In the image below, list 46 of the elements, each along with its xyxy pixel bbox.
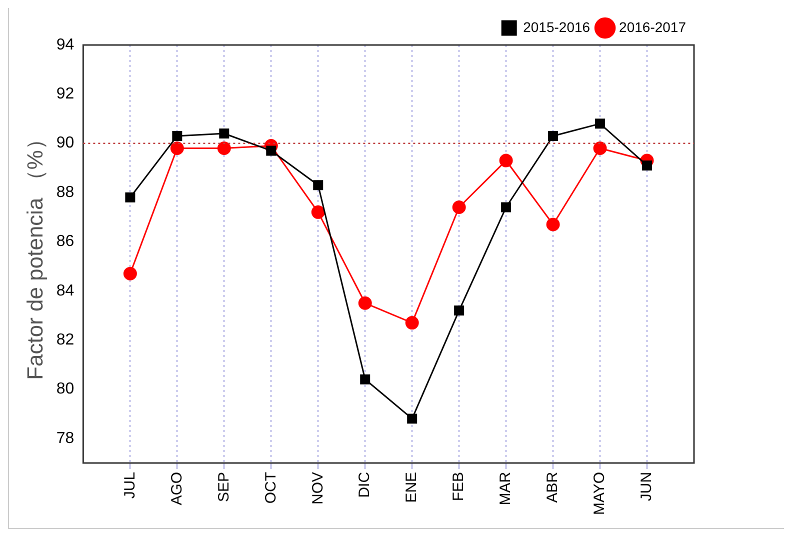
x-tick-label: FEB <box>450 472 468 502</box>
point <box>217 142 231 156</box>
x-tick-label: ABR <box>544 472 562 503</box>
legend-label: 2015-2016 <box>523 18 590 35</box>
y-tick-label: 94 <box>56 36 74 54</box>
point <box>546 218 560 232</box>
y-tick-label: 78 <box>56 430 74 447</box>
x-tick-label: MAR <box>497 472 514 506</box>
point <box>313 180 324 190</box>
point <box>170 142 184 156</box>
x-tick-label: ENE <box>403 472 420 503</box>
point <box>360 374 370 384</box>
point <box>123 266 137 280</box>
point <box>548 130 558 141</box>
point <box>595 118 606 129</box>
point <box>125 192 136 202</box>
point <box>405 316 419 330</box>
point <box>642 160 652 170</box>
point <box>407 414 418 424</box>
y-tick-label: 92 <box>56 86 74 103</box>
y-tick-label: 88 <box>56 184 74 201</box>
y-tick-label: 80 <box>56 380 74 398</box>
point <box>452 200 466 214</box>
x-tick-label: JUL <box>121 472 138 499</box>
x-tick-label: AGO <box>168 472 186 506</box>
x-tick-label: OCT <box>262 472 280 504</box>
point <box>311 205 325 219</box>
point <box>499 154 513 168</box>
legend-label: 2016-2017 <box>619 18 686 35</box>
point <box>454 306 464 316</box>
x-tick-label: SEP <box>215 472 232 502</box>
y-axis-title: Factor de potencia （%） <box>22 128 48 380</box>
point <box>501 202 512 212</box>
point <box>593 142 607 156</box>
point <box>266 146 276 156</box>
x-tick-label: DIC <box>356 472 374 498</box>
y-tick-label: 84 <box>56 282 74 300</box>
x-tick-label: NOV <box>309 472 326 504</box>
y-tick-label: 82 <box>56 331 74 348</box>
point <box>358 296 372 310</box>
x-tick-label: JUN <box>638 472 656 502</box>
x-tick-label: MAYO <box>591 472 608 516</box>
point <box>172 130 182 141</box>
y-tick-label: 90 <box>56 134 74 152</box>
point <box>219 128 230 138</box>
y-tick-label: 86 <box>56 233 74 250</box>
